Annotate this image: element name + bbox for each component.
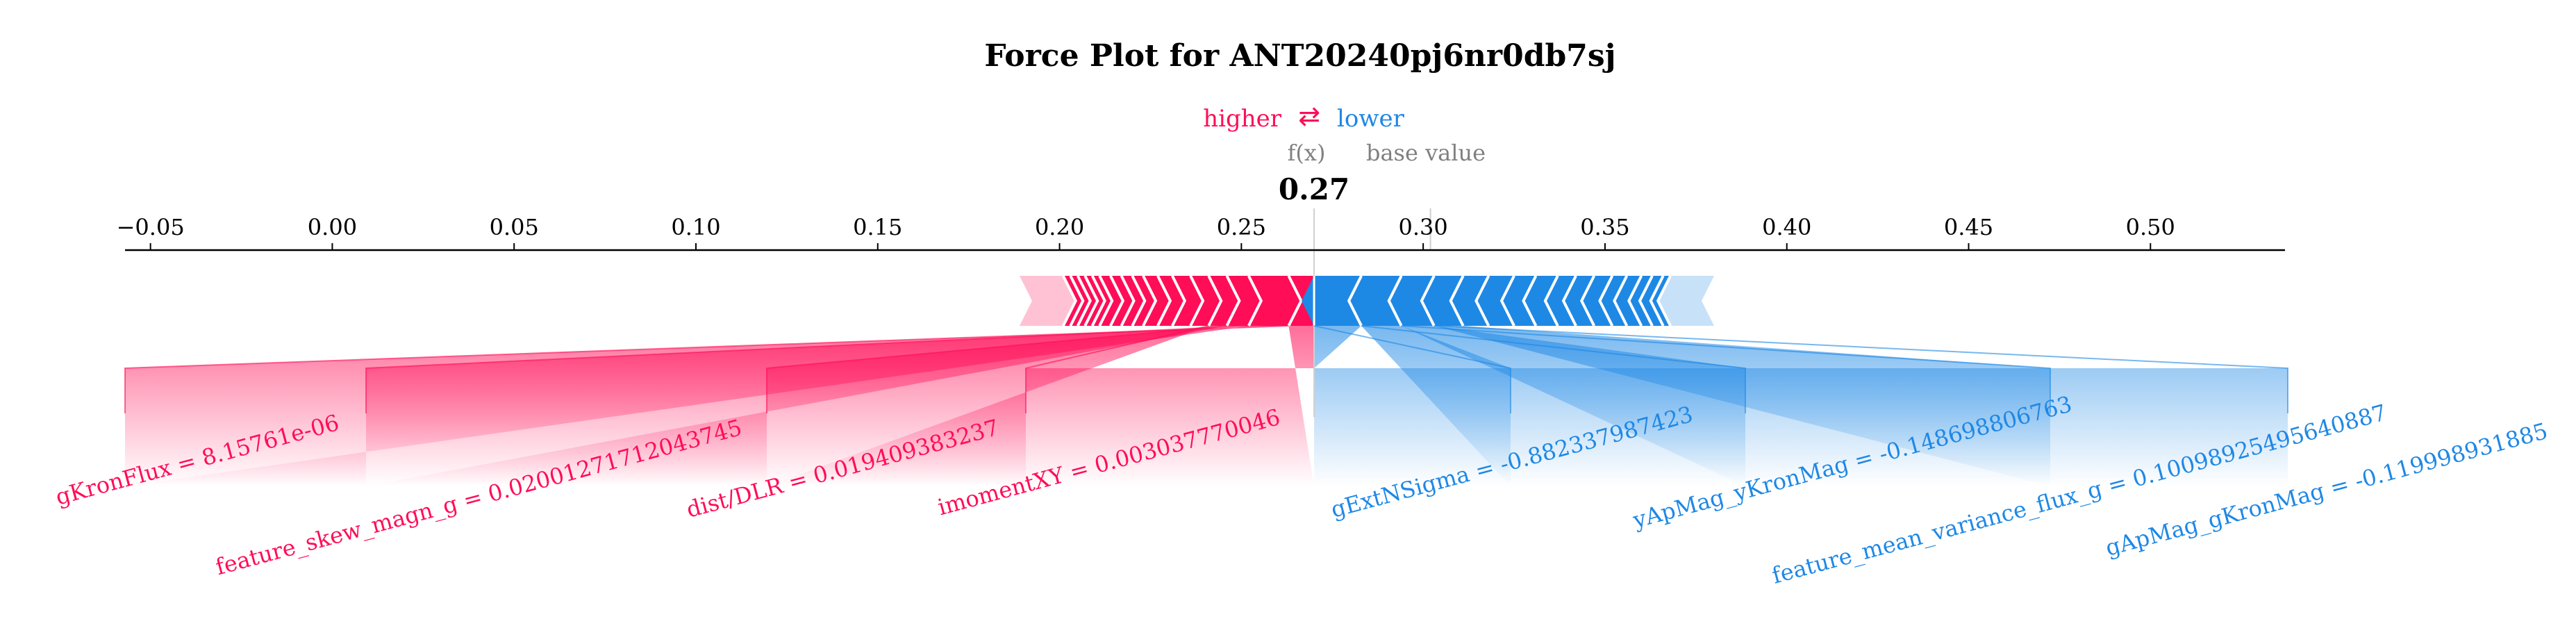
x-tick-label: 0.10 (671, 214, 720, 240)
connector-fill (1314, 326, 1511, 486)
fx-label: f(x) (1288, 140, 1326, 166)
lower-separator (1499, 275, 1515, 327)
connector-line (1361, 325, 1746, 413)
x-tick-label: 0.40 (1762, 214, 1811, 240)
lower-separator (1474, 275, 1490, 327)
lower-segment (1650, 276, 1671, 326)
higher-separator (1120, 275, 1136, 327)
fx-value: 0.27 (1279, 172, 1349, 206)
chart-title: Force Plot for ANT20240pj6nr0db7sj (984, 38, 1615, 74)
connector-line (1313, 325, 1511, 413)
connector-line (1401, 325, 2051, 413)
legend-lower: lower (1337, 105, 1405, 133)
connector-line (365, 325, 1249, 413)
lower-separator (1561, 275, 1577, 327)
higher-separator (1189, 275, 1205, 327)
connector-line (124, 325, 1289, 413)
label-connectors (124, 325, 2288, 413)
legend: higher ⇄ lower (1203, 101, 1404, 133)
lower-segment (1421, 276, 1463, 326)
higher-separator (1069, 275, 1085, 327)
higher-segment (1077, 276, 1098, 326)
higher-segment (1019, 276, 1076, 326)
lower-separator (1638, 275, 1654, 327)
higher-separator (1076, 275, 1092, 327)
base-value-label: base value (1366, 140, 1486, 166)
lower-segment (1349, 276, 1402, 326)
higher-separator (1171, 275, 1187, 327)
x-tick-label: 0.25 (1217, 214, 1266, 240)
legend-higher: higher (1203, 105, 1282, 133)
lower-segment (1450, 276, 1489, 326)
connector-fill (767, 326, 1227, 486)
higher-separator (1131, 275, 1147, 327)
x-tick-label: 0.30 (1399, 214, 1448, 240)
lower-separator (1387, 275, 1403, 327)
higher-separator (1090, 275, 1106, 327)
lower-separator (1449, 275, 1465, 327)
x-tick-label: 0.35 (1580, 214, 1629, 240)
lower-separator (1656, 275, 1672, 327)
force-bars (1019, 275, 1714, 327)
lower-segment (1658, 276, 1714, 326)
higher-separator (1109, 275, 1125, 327)
x-tick-label: 0.50 (2126, 214, 2175, 240)
higher-segment (1227, 276, 1261, 326)
higher-separator (1156, 275, 1172, 327)
lower-segment (1639, 276, 1663, 326)
higher-separator (1142, 275, 1158, 327)
connector-fill (366, 326, 1249, 486)
lower-segment (1388, 276, 1434, 326)
higher-segment (1063, 276, 1083, 326)
connector-fill (1361, 326, 1745, 486)
lower-segment (1476, 276, 1515, 326)
x-tick-label: 0.15 (853, 214, 902, 240)
lower-separator (1522, 275, 1538, 327)
higher-separator (1062, 275, 1078, 327)
lower-segment (1302, 276, 1362, 326)
lower-separator (1598, 275, 1614, 327)
higher-segment (1070, 276, 1090, 326)
higher-segment (1132, 276, 1156, 326)
lower-separator (1613, 275, 1629, 327)
higher-segment (1099, 276, 1123, 326)
higher-separator (1207, 275, 1223, 327)
lower-segment (1523, 276, 1558, 326)
higher-segment (1110, 276, 1134, 326)
lower-separator (1627, 275, 1643, 327)
connector-line (766, 325, 1227, 413)
lower-separator (1543, 275, 1559, 327)
higher-segment (1085, 276, 1105, 326)
x-tick-label: 0.00 (308, 214, 357, 240)
higher-segment (1248, 276, 1302, 326)
connector-fill (1434, 326, 2288, 486)
connector-line (1025, 325, 1209, 413)
higher-segment (1121, 276, 1145, 326)
lower-separator (1579, 275, 1596, 327)
lower-separator (1347, 275, 1363, 327)
lower-separator (1420, 275, 1436, 327)
higher-separator (1247, 275, 1263, 327)
x-tick-label: −0.05 (117, 214, 185, 240)
x-tick-label: 0.05 (490, 214, 539, 240)
higher-separator (1287, 275, 1303, 327)
x-tick-label: 0.20 (1035, 214, 1084, 240)
label-connectors-fill (125, 326, 2288, 486)
x-tick-label: 0.45 (1944, 214, 1993, 240)
x-axis: −0.05 0.00 0.05 0.10 0.15 0.20 0.25 0.30 0.35 0.4… (117, 208, 2285, 417)
higher-segment (1092, 276, 1113, 326)
higher-separator (1098, 275, 1114, 327)
legend-arrow-icon: ⇄ (1298, 101, 1320, 131)
lower-segment (1502, 276, 1536, 326)
higher-separator (1225, 275, 1241, 327)
connector-fill (1401, 326, 2050, 486)
lower-segment (1629, 276, 1652, 326)
lower-separator (1649, 275, 1665, 327)
connector-line (1434, 325, 2288, 413)
higher-separator (1083, 275, 1099, 327)
